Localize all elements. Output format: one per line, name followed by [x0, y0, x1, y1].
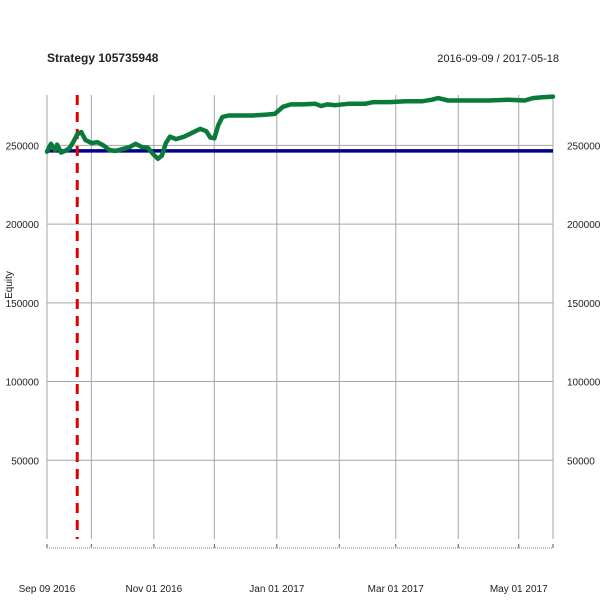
y-tick-label-left: 100000 [6, 378, 40, 389]
y-tick-label-right: 100000 [567, 378, 600, 389]
y-tick-label-left: 50000 [11, 456, 39, 467]
y-tick-label-left: 150000 [6, 299, 40, 310]
chart-title: Strategy 105735948 [47, 51, 159, 65]
y-tick-label-right: 250000 [567, 141, 600, 152]
y-tick-label-left: 250000 [6, 141, 40, 152]
reference-lines [47, 95, 553, 539]
y-axis-label: Equity [4, 271, 15, 299]
x-tick-label: Mar 01 2017 [368, 584, 425, 595]
x-tick-label: Jan 01 2017 [249, 584, 304, 595]
y-tick-label-right: 200000 [567, 220, 600, 231]
y-tick-label-right: 50000 [567, 456, 595, 467]
axes: 50000 50000 100000 100000 150000 150000 200000… [6, 141, 600, 595]
x-tick-label: Nov 01 2016 [125, 584, 182, 595]
grid-lines [46, 95, 554, 539]
x-tick-label: May 01 2017 [490, 584, 548, 595]
x-tick-label: Sep 09 2016 [19, 584, 76, 595]
series-layer [44, 94, 556, 162]
date-range-label: 2016-09-09 / 2017-05-18 [437, 53, 559, 65]
y-tick-label-left: 200000 [6, 220, 40, 231]
equity-series-line [44, 94, 556, 162]
y-tick-label-right: 150000 [567, 299, 600, 310]
